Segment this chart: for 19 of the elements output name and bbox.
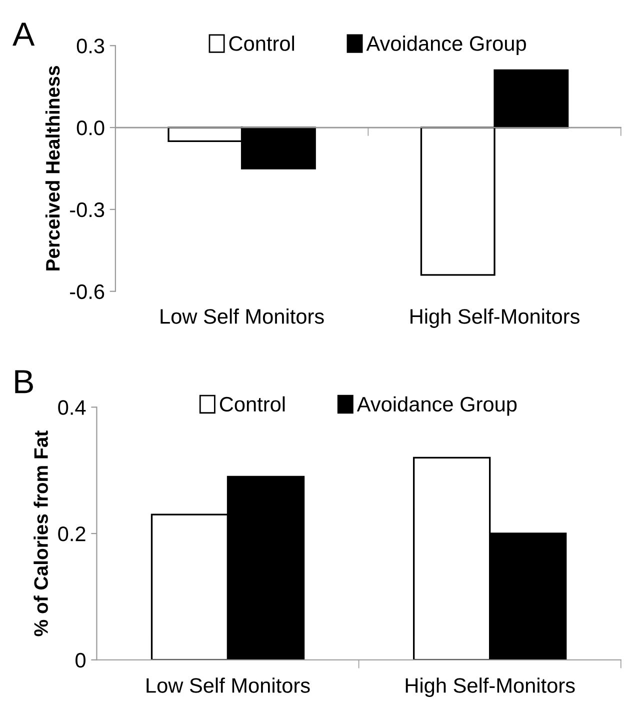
y-axis-title: Perceived Healthiness	[45, 66, 60, 270]
y-tick-label: -0.3	[70, 202, 104, 218]
text: A	[12, 22, 35, 46]
y-tick-label: 0.0	[76, 120, 104, 136]
text: B	[15, 370, 33, 394]
y-tick-label: 0.2	[58, 526, 86, 542]
x-tick-label: High Self-Monitors	[410, 308, 580, 328]
legend-label: Control	[229, 36, 294, 51]
y-tick-label: -0.6	[70, 284, 104, 300]
legend-label: Avoidance Group	[356, 396, 517, 416]
x-tick-label: Low Self Monitors	[160, 308, 324, 324]
x-tick-label: High Self-Monitors	[406, 678, 575, 697]
legend-label: Avoidance Group	[366, 36, 526, 56]
y-tick-label: 0.4	[58, 400, 86, 415]
legend-label: Control	[220, 396, 285, 412]
y-axis-title: % of Calories from Fat	[34, 430, 48, 636]
y-tick-label: 0	[76, 652, 86, 668]
y-tick-label: 0.3	[76, 38, 104, 54]
x-tick-label: Low Self Monitors	[146, 678, 310, 693]
